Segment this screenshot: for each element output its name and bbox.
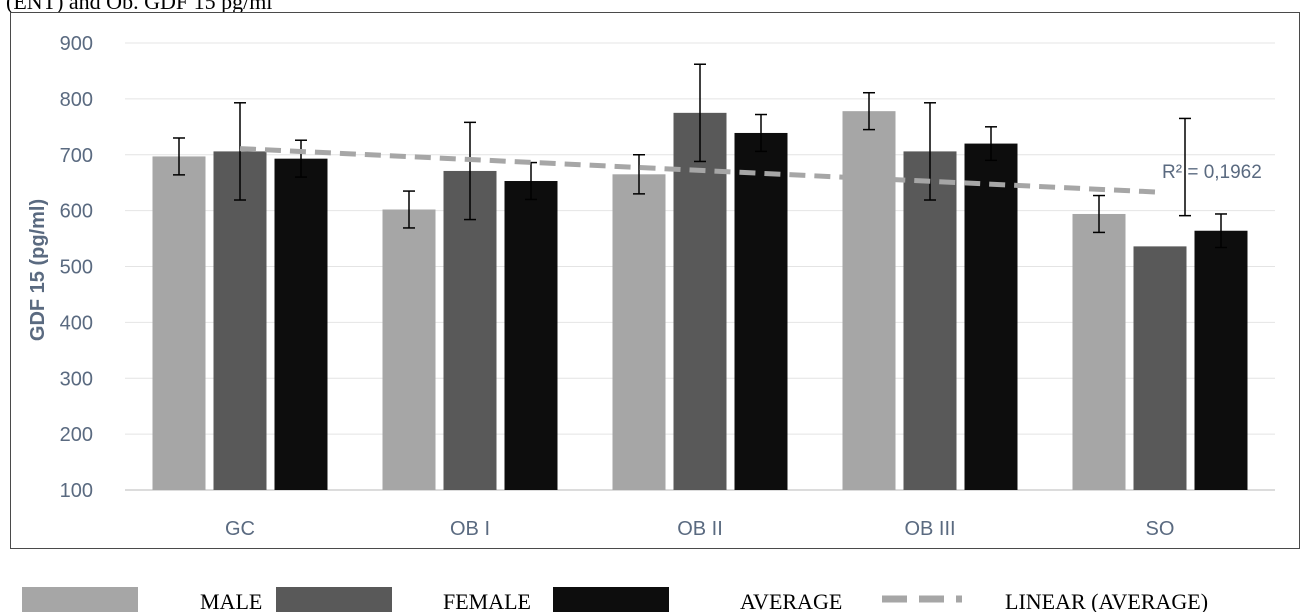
y-tick-label: 800 (60, 89, 93, 111)
caption-fragment: (ENT) and Ob. GDF 15 pg/ml (6, 0, 273, 13)
bar-average (964, 143, 1018, 490)
legend-label: FEMALE (443, 589, 531, 612)
legend-swatch (553, 587, 669, 612)
bar-male (612, 174, 666, 490)
bar-average (274, 158, 328, 490)
x-tick-labels: GC OB I OB II OB III SO (225, 518, 1174, 540)
y-tick-label: 900 (60, 33, 93, 55)
y-tick-label: 400 (60, 312, 93, 334)
legend-swatch (276, 587, 392, 612)
error-bars (173, 63, 1227, 249)
trendline (239, 146, 1161, 195)
legend-label: AVERAGE (740, 589, 842, 612)
legend-label: MALE (200, 589, 262, 612)
chart-frame (10, 12, 1300, 549)
x-tick-label: OB II (677, 518, 723, 540)
x-tick-label: SO (1146, 518, 1175, 540)
x-tick-label: OB I (450, 518, 490, 540)
legend-swatch (22, 587, 138, 612)
y-tick-labels: 100 200 300 400 500 600 700 800 900 (60, 33, 93, 502)
r-squared-annotation: R² = 0,1962 (1162, 162, 1262, 183)
bar-female (443, 170, 497, 491)
bar-female (1133, 246, 1187, 490)
y-tick-label: 100 (60, 480, 93, 502)
y-tick-label: 700 (60, 145, 93, 167)
bar-male (842, 111, 896, 490)
bar-male (1072, 213, 1126, 491)
y-axis-label: GDF 15 (pg/ml) (27, 199, 49, 341)
y-tick-label: 200 (60, 424, 93, 446)
bar-average (1194, 230, 1248, 491)
y-tick-label: 300 (60, 368, 93, 390)
bars (152, 111, 1248, 491)
bar-male (152, 156, 206, 490)
legend: MALE FEMALE AVERAGE LINEAR (AVERAGE) (22, 587, 1208, 612)
bar-female (673, 112, 727, 490)
bar-male (382, 209, 436, 490)
legend-label: LINEAR (AVERAGE) (1005, 589, 1208, 612)
bar-average (504, 181, 558, 491)
y-tick-label: 600 (60, 201, 93, 223)
y-tick-label: 500 (60, 257, 93, 279)
x-tick-label: GC (225, 518, 255, 540)
bar-female (903, 151, 957, 490)
bar-female (213, 151, 267, 490)
x-tick-label: OB III (904, 518, 955, 540)
trendline-group (239, 117, 1191, 217)
bar-average (734, 132, 788, 491)
